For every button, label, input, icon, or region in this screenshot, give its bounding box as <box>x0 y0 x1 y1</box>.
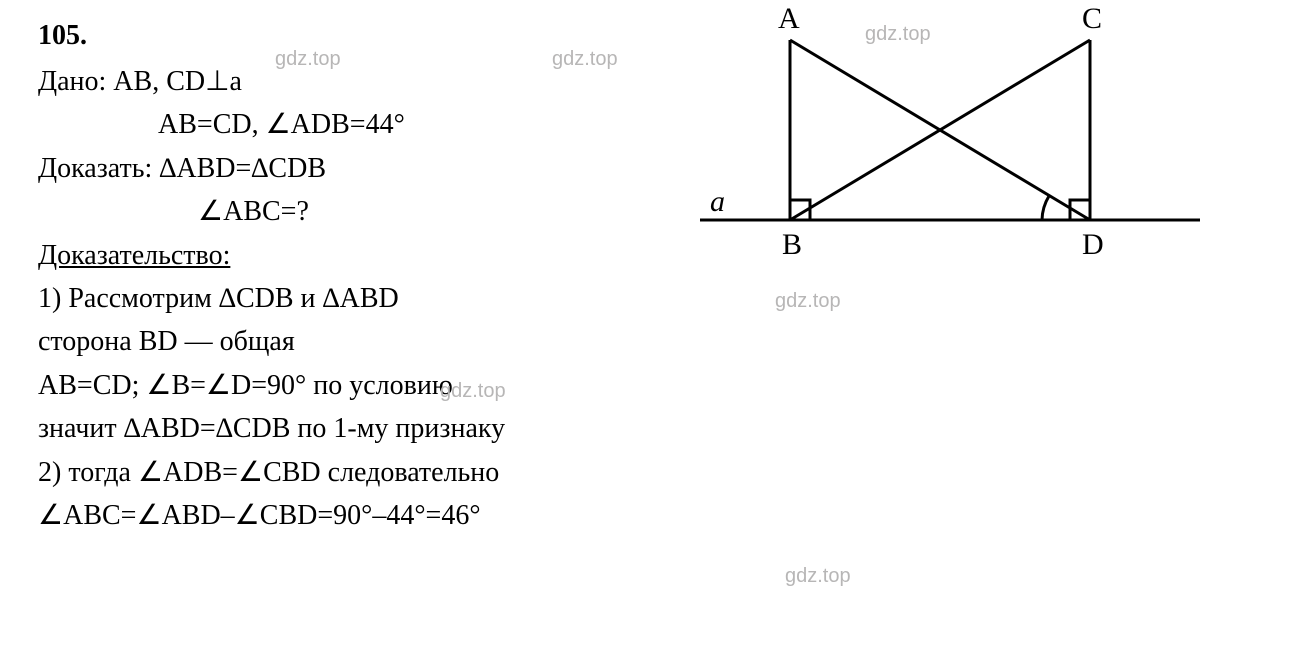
prove-text1: ∆ABD=∆CDB <box>159 153 326 184</box>
proof-step3: AB=CD; ∠B=∠D=90° по условию <box>38 364 658 407</box>
problem-content: 105. Дано: AB, CD⊥a AB=CD, ∠ADB=44° Дока… <box>38 20 658 537</box>
proof-label: Доказательство: <box>38 234 658 277</box>
prove-line2: ∠ABC=? <box>38 190 658 233</box>
angle-arc-ADB <box>1042 196 1049 220</box>
proof-step2: сторона BD — общая <box>38 320 658 363</box>
diagram-svg <box>660 30 1220 290</box>
proof-label-text: Доказательство: <box>38 240 230 271</box>
prove-label: Доказать: <box>38 153 152 184</box>
label-D: D <box>1082 228 1104 262</box>
label-a: a <box>710 185 725 219</box>
watermark: gdz.top <box>785 565 851 588</box>
problem-number: 105. <box>38 20 658 52</box>
label-B: B <box>782 228 802 262</box>
geometry-diagram: A C B D a <box>660 30 1220 290</box>
watermark: gdz.top <box>775 290 841 313</box>
given-text1: AB, CD⊥a <box>113 66 242 97</box>
given-line1: Дано: AB, CD⊥a <box>38 60 658 103</box>
proof-step6: ∠ABC=∠ABD–∠CBD=90°–44°=46° <box>38 494 658 537</box>
label-A: A <box>778 2 800 36</box>
proof-step1: 1) Рассмотрим ∆CDB и ∆ABD <box>38 277 658 320</box>
proof-step4: значит ∆ABD=∆CDB по 1-му признаку <box>38 407 658 450</box>
given-label: Дано: <box>38 66 106 97</box>
given-line2: AB=CD, ∠ADB=44° <box>38 103 658 146</box>
label-C: C <box>1082 2 1102 36</box>
proof-step5: 2) тогда ∠ADB=∠CBD следовательно <box>38 451 658 494</box>
prove-line1: Доказать: ∆ABD=∆CDB <box>38 147 658 190</box>
